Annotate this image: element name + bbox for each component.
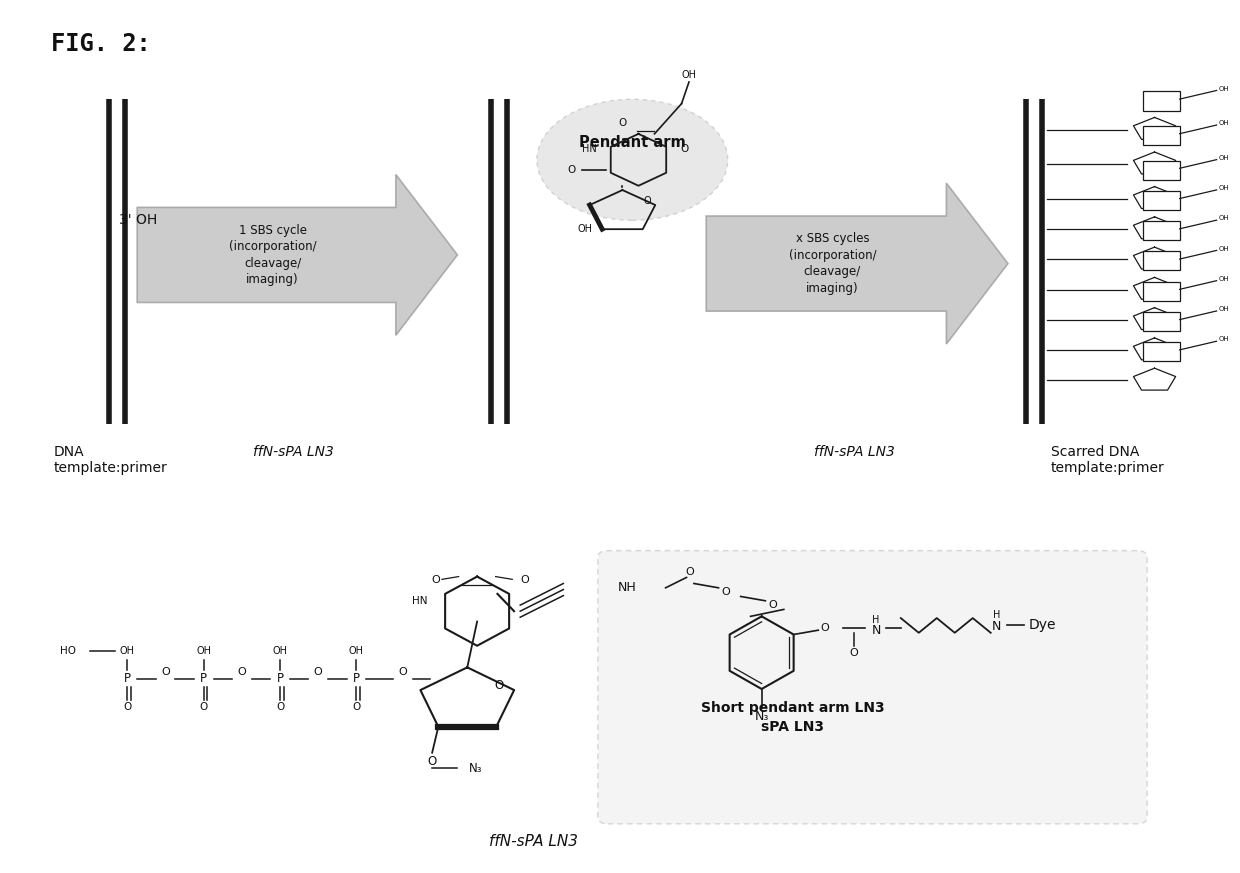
Text: OH: OH [1219,86,1230,92]
Text: N₃: N₃ [469,762,482,775]
Bar [1143,126,1179,145]
Text: O: O [123,702,131,712]
Text: ffN-sPA LN3: ffN-sPA LN3 [490,834,578,849]
Bar [1143,312,1179,331]
Text: OH: OH [1219,276,1230,282]
Text: OH: OH [1219,216,1230,222]
Text: OH: OH [348,646,363,656]
Bar [1143,342,1179,361]
Text: OH: OH [577,224,591,234]
Text: O: O [686,567,694,577]
Text: O: O [200,702,208,712]
Text: O: O [277,702,284,712]
Text: OH: OH [1219,155,1230,161]
Polygon shape [707,183,1008,344]
Text: OH: OH [1219,245,1230,251]
Text: ffN-sPA LN3: ffN-sPA LN3 [253,445,334,459]
Bar [1143,161,1179,180]
Text: O: O [644,196,651,206]
Text: Pendant arm: Pendant arm [579,135,686,150]
Text: N: N [992,620,1002,633]
Text: O: O [314,667,322,677]
Text: Short pendant arm LN3
sPA LN3: Short pendant arm LN3 sPA LN3 [701,701,884,734]
Text: O: O [681,144,688,155]
Text: OH: OH [682,70,697,80]
Text: O: O [238,667,247,677]
Text: HO: HO [61,646,76,656]
Text: DNA
template:primer: DNA template:primer [53,445,167,475]
Text: NH: NH [618,581,636,595]
Text: O: O [568,165,577,175]
Text: O: O [495,679,503,692]
Ellipse shape [537,100,728,220]
Text: OH: OH [273,646,288,656]
Text: O: O [352,702,361,712]
Text: H: H [993,610,1001,621]
Text: P: P [200,672,207,685]
Text: 1 SBS cycle
(incorporation/
cleavage/
imaging): 1 SBS cycle (incorporation/ cleavage/ im… [229,223,316,286]
Bar [1143,251,1179,271]
Text: FIG. 2:: FIG. 2: [51,31,151,56]
Text: 3' OH: 3' OH [119,213,157,227]
Text: O: O [849,648,858,657]
Text: x SBS cycles
(incorporation/
cleavage/
imaging): x SBS cycles (incorporation/ cleavage/ i… [789,232,877,295]
Bar [1143,221,1179,240]
Text: OH: OH [1219,120,1230,127]
Text: O: O [161,667,170,677]
Text: OH: OH [1219,185,1230,191]
Text: O: O [428,755,436,768]
Text: HN: HN [413,595,428,606]
Text: OH: OH [1219,336,1230,342]
Text: ffN-sPA LN3: ffN-sPA LN3 [813,445,894,459]
Bar [1143,191,1179,210]
Text: H: H [873,615,880,625]
Text: Dye: Dye [1029,618,1056,632]
Text: P: P [353,672,360,685]
Text: OH: OH [196,646,211,656]
FancyBboxPatch shape [598,551,1147,824]
Text: HN: HN [582,144,596,155]
Text: Scarred DNA
template:primer: Scarred DNA template:primer [1052,445,1164,475]
Text: O: O [399,667,408,677]
Text: OH: OH [120,646,135,656]
Text: P: P [124,672,131,685]
Text: N₃: N₃ [754,710,769,723]
Text: O: O [619,119,626,128]
Text: O: O [722,588,730,597]
Polygon shape [138,175,458,335]
Text: O: O [769,600,777,610]
Text: P: P [277,672,284,685]
Bar [1143,282,1179,300]
Text: OH: OH [1219,306,1230,313]
Bar [1143,92,1179,111]
Text: O: O [521,575,529,585]
Text: N: N [872,623,880,636]
Text: O: O [820,623,828,634]
Text: O: O [432,575,440,585]
